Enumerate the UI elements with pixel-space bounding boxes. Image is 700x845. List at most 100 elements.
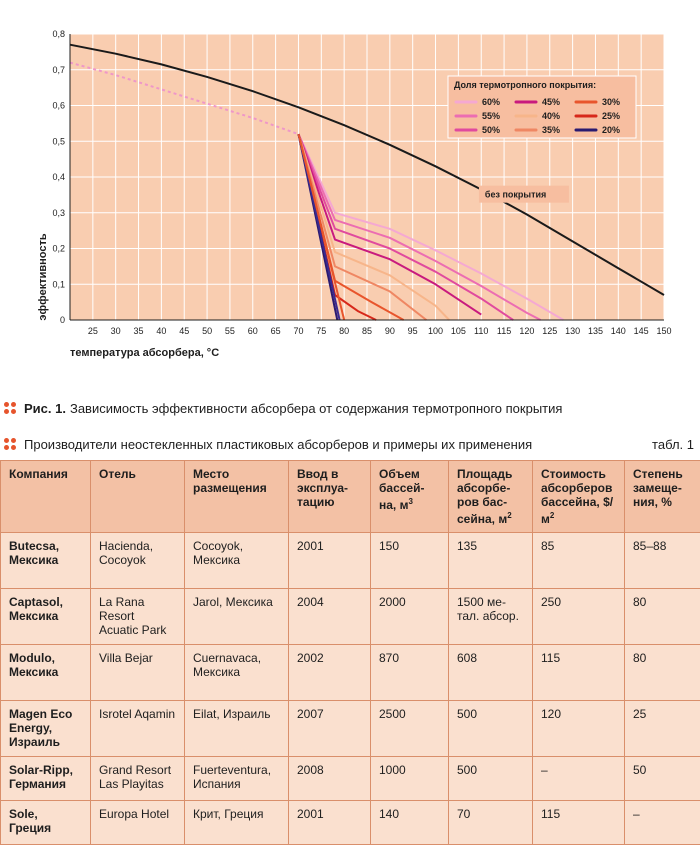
cell-year: 2002 — [289, 645, 371, 701]
column-header-text: Ввод в эксплуа-тацию — [297, 467, 348, 509]
cell-hotel: Europa Hotel — [91, 801, 185, 845]
cell-volume: 2000 — [371, 589, 449, 645]
x-tick-label: 35 — [134, 326, 144, 336]
figure-caption-text: Зависимость эффективности абсорбера от с… — [70, 401, 562, 416]
column-header-text: Отель — [99, 467, 136, 481]
cell-hotel: Grand Resort Las Playitas — [91, 757, 185, 801]
chart-svg: Доля термотропного покрытия:60%45%30%55%… — [0, 0, 700, 372]
x-tick-label: 115 — [497, 326, 511, 336]
cell-year: 2008 — [289, 757, 371, 801]
column-header-text: Степень замеще-ния, % — [633, 467, 683, 509]
column-header-text: Площадь абсорбе-ров бас-сейна, м — [457, 467, 512, 526]
cell-hotel: Villa Bejar — [91, 645, 185, 701]
cell-volume: 150 — [371, 533, 449, 589]
cell-year: 2004 — [289, 589, 371, 645]
dots-bullet-icon — [4, 402, 16, 414]
cell-area: 500 — [449, 757, 533, 801]
x-tick-label: 60 — [248, 326, 258, 336]
x-tick-label: 85 — [362, 326, 372, 336]
cell-year: 2001 — [289, 801, 371, 845]
cell-replacement: 50 — [625, 757, 700, 801]
x-tick-label: 120 — [519, 326, 534, 336]
x-tick-label: 125 — [542, 326, 557, 336]
column-header: Ввод в эксплуа-тацию — [289, 461, 371, 533]
unit-exponent: 2 — [507, 511, 511, 520]
cell-replacement: 80 — [625, 589, 700, 645]
figure-label: Рис. 1. — [24, 401, 66, 416]
x-tick-label: 45 — [179, 326, 189, 336]
legend-label: 40% — [542, 111, 560, 121]
cell-cost: – — [533, 757, 625, 801]
legend-label: 20% — [602, 125, 620, 135]
table-header-row: Компания Отель Место размещения Ввод в эксп… — [1, 461, 700, 533]
column-header: Площадь абсорбе-ров бас-сейна, м2 — [449, 461, 533, 533]
table-caption: Производители неостекленных пластиковых … — [0, 433, 700, 455]
column-header-text: Место размещения — [193, 467, 267, 495]
cell-cost: 250 — [533, 589, 625, 645]
cell-year: 2007 — [289, 701, 371, 757]
cell-company: Solar-Ripp, Германия — [1, 757, 91, 801]
column-header-text: Компания — [9, 467, 68, 481]
table-label: табл. 1 — [652, 437, 694, 452]
x-tick-label: 135 — [588, 326, 603, 336]
x-tick-label: 90 — [385, 326, 395, 336]
x-tick-label: 130 — [565, 326, 580, 336]
legend-label: 30% — [602, 97, 620, 107]
y-tick-label: 0,3 — [52, 208, 65, 218]
dots-bullet-icon — [4, 438, 16, 450]
cell-volume: 870 — [371, 645, 449, 701]
cell-hotel: Hacienda, Cocoyok — [91, 533, 185, 589]
cell-area: 1500 ме-тал. абсор. — [449, 589, 533, 645]
cell-company: Magen Eco Energy, Израиль — [1, 701, 91, 757]
y-axis-label: эффективность — [37, 233, 49, 320]
x-tick-label: 65 — [271, 326, 281, 336]
cell-replacement: 80 — [625, 645, 700, 701]
cell-replacement: 25 — [625, 701, 700, 757]
cell-company: Sole, Греция — [1, 801, 91, 845]
x-tick-label: 145 — [634, 326, 649, 336]
x-tick-label: 55 — [225, 326, 235, 336]
cell-area: 70 — [449, 801, 533, 845]
cell-place: Eilat, Израиль — [185, 701, 289, 757]
cell-area: 608 — [449, 645, 533, 701]
legend-label: 35% — [542, 125, 560, 135]
cell-hotel: La Rana Resort Acuatic Park — [91, 589, 185, 645]
cell-company: Modulo, Мексика — [1, 645, 91, 701]
column-header: Отель — [91, 461, 185, 533]
cell-company: Butecsa, Мексика — [1, 533, 91, 589]
cell-cost: 115 — [533, 645, 625, 701]
x-tick-label: 30 — [111, 326, 121, 336]
cell-company: Captasol, Мексика — [1, 589, 91, 645]
column-header: Объем бассей-на, м3 — [371, 461, 449, 533]
legend-label: 55% — [482, 111, 500, 121]
cell-cost: 85 — [533, 533, 625, 589]
cell-cost: 120 — [533, 701, 625, 757]
cell-place: Fuerteventura, Испания — [185, 757, 289, 801]
cell-place: Крит, Греция — [185, 801, 289, 845]
x-tick-label: 75 — [316, 326, 326, 336]
cell-hotel: Isrotel Aqamin — [91, 701, 185, 757]
legend-label: 50% — [482, 125, 500, 135]
cell-volume: 140 — [371, 801, 449, 845]
cell-area: 500 — [449, 701, 533, 757]
annotation-label: без покрытия — [485, 190, 546, 200]
x-tick-label: 40 — [156, 326, 166, 336]
cell-place: Jarol, Мексика — [185, 589, 289, 645]
x-tick-label: 100 — [428, 326, 443, 336]
column-header: Компания — [1, 461, 91, 533]
efficiency-chart: Доля термотропного покрытия:60%45%30%55%… — [0, 0, 700, 372]
x-tick-label: 50 — [202, 326, 212, 336]
legend-label: 60% — [482, 97, 500, 107]
cell-year: 2001 — [289, 533, 371, 589]
y-tick-label: 0,5 — [52, 136, 65, 146]
cell-replacement: 85–88 — [625, 533, 700, 589]
x-tick-label: 105 — [451, 326, 466, 336]
cell-place: Cocoyok, Мексика — [185, 533, 289, 589]
x-tick-label: 70 — [293, 326, 303, 336]
x-tick-label: 150 — [656, 326, 671, 336]
